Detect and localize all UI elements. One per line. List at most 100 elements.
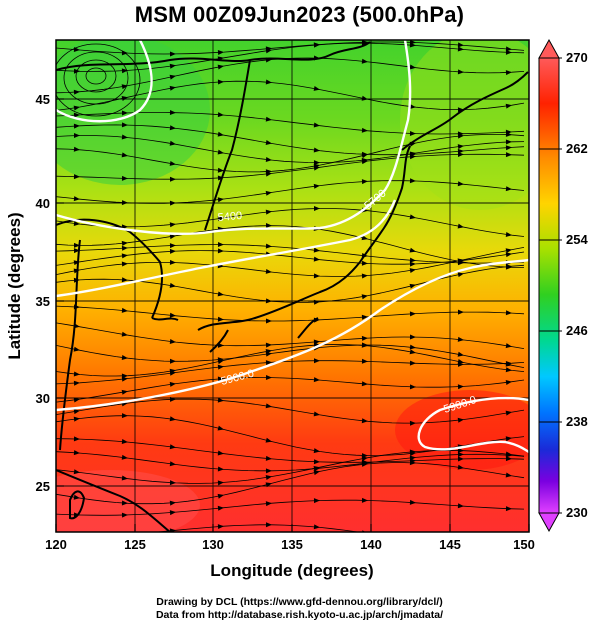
streamline [56, 247, 525, 277]
flow-arrow [505, 410, 512, 416]
flow-arrow [409, 283, 416, 289]
flow-arrow [121, 245, 128, 251]
flow-arrow [217, 466, 224, 472]
flow-arrow [265, 468, 272, 474]
flow-arrow [73, 304, 80, 310]
flow-arrow [457, 272, 464, 278]
flow-arrow [313, 498, 320, 504]
flow-arrow [265, 349, 272, 354]
flow-arrow [169, 510, 176, 516]
flow-arrow [121, 122, 128, 128]
flow-arrow [169, 176, 176, 182]
flow-arrow [457, 384, 464, 390]
flow-arrow [361, 358, 368, 364]
streamline [56, 499, 525, 516]
flow-arrow [361, 127, 368, 133]
flow-arrow [73, 105, 80, 111]
flow-arrow [457, 417, 464, 423]
flow-arrow [217, 524, 224, 530]
streamline [56, 135, 525, 164]
flow-arrow [505, 436, 512, 442]
x-tick-130: 130 [202, 537, 224, 552]
flow-arrow [409, 42, 416, 48]
streamline [56, 462, 525, 505]
streamline [56, 42, 525, 72]
flow-arrow [73, 174, 80, 180]
flow-arrow [73, 469, 80, 475]
flow-arrow [361, 461, 368, 467]
colorbar: 270 262 254 246 238 230 [538, 38, 588, 533]
flow-arrow [457, 107, 464, 113]
flow-arrow [73, 123, 80, 129]
flow-arrow [313, 165, 320, 171]
flow-arrow [361, 273, 368, 279]
flow-arrow [505, 145, 512, 151]
flow-arrow [313, 147, 320, 153]
flow-arrow [217, 64, 224, 70]
flow-arrow [506, 548, 512, 553]
y-tick-40: 40 [36, 196, 50, 211]
flow-arrow [169, 282, 176, 288]
flow-arrow [217, 316, 224, 322]
flow-arrow [505, 310, 512, 316]
contour-5400-line [56, 40, 153, 123]
flow-arrow [121, 454, 128, 460]
flow-arrow [121, 96, 128, 101]
flow-arrow [169, 63, 176, 69]
flow-arrow [121, 261, 128, 267]
flow-arrow [121, 134, 128, 140]
streamline [56, 343, 525, 377]
flow-arrow [217, 291, 224, 297]
flow-arrow [169, 125, 176, 131]
flow-arrow [169, 500, 176, 506]
colorbar-bottom-arrow [538, 512, 560, 533]
flow-arrow [169, 338, 176, 344]
flow-arrow [73, 416, 80, 422]
flow-arrow [505, 186, 512, 192]
y-tick-labels: 45 40 35 30 25 [36, 92, 50, 494]
flow-arrow [505, 506, 512, 512]
flow-arrow [505, 152, 512, 158]
contour-5400-label: 5400 [217, 210, 242, 224]
flow-arrow [217, 50, 224, 55]
flow-arrow [457, 258, 464, 264]
flow-arrow [169, 528, 176, 532]
flow-arrow [409, 349, 416, 355]
streamline [56, 153, 525, 180]
flow-arrow [361, 456, 368, 462]
flow-arrow [409, 384, 416, 390]
flow-arrow [409, 499, 416, 505]
warm-southeast [395, 390, 529, 470]
x-tick-140: 140 [360, 537, 382, 552]
flow-arrow [313, 247, 320, 253]
flow-arrow [265, 360, 272, 366]
flow-arrow [121, 240, 128, 246]
flow-arrow [409, 141, 416, 147]
contour-5700-line [56, 199, 397, 298]
streamline [56, 305, 525, 322]
flow-arrow [409, 344, 416, 350]
streamline [56, 80, 525, 111]
flow-arrow [265, 475, 272, 480]
flow-arrow [169, 160, 176, 166]
flow-arrow [313, 358, 320, 364]
flow-arrow [265, 268, 272, 274]
flow-arrow [457, 69, 464, 75]
colorbar-top-arrow [538, 38, 560, 59]
flow-arrow [121, 355, 128, 361]
flow-arrow [217, 131, 224, 137]
flow-arrow [73, 260, 80, 266]
flow-arrow [169, 480, 176, 486]
flow-arrow [265, 140, 272, 145]
flow-arrow [217, 242, 224, 248]
flow-arrow [121, 152, 128, 158]
flow-arrow [170, 358, 176, 364]
flow-arrow [169, 312, 176, 318]
flow-arrow [505, 70, 512, 76]
cool-northeast [400, 40, 529, 210]
taiwan-outline [69, 490, 86, 520]
flow-arrow [505, 131, 512, 137]
colorbar-label-270: 270 [566, 50, 588, 65]
flow-arrow [73, 346, 80, 352]
